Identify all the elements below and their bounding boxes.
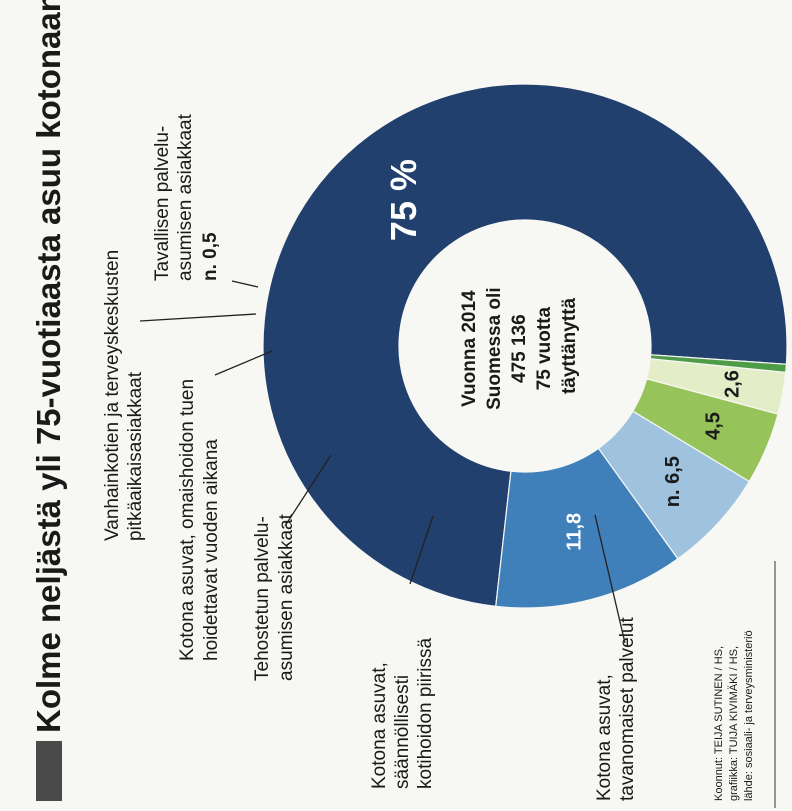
slice-0 <box>262 83 788 608</box>
center-label: Vuonna 2014 Suomessa oli 475 136 75 vuot… <box>459 282 580 410</box>
slice-1 <box>495 447 679 609</box>
label-tehostetun: Tehostetun palvelu- asumisen asiakkaat <box>252 511 297 681</box>
slice-label-0: 75 % <box>383 159 424 241</box>
center-line-2: Suomessa oli <box>484 287 505 410</box>
leader-saannollisesti <box>409 515 434 585</box>
chart-title: Kolme neljästä yli 75-vuotiaasta asuu ko… <box>30 0 67 733</box>
label-tavallisen: Tavallisen palvelu- asumisen asiakkaat n… <box>152 109 221 281</box>
donut-chart: 75 % 11,8 n. 6,5 4,5 2,6 <box>262 83 788 609</box>
label-vanhainkotien: Vanhainkotien ja terveyskeskusten pitkäa… <box>102 245 146 541</box>
slice-label-4: 2,6 <box>722 370 744 398</box>
label-omaishoidon: Kotona asuvat, omaishoidon tuen hoidetta… <box>177 374 222 661</box>
label-saannollisesti: Kotona asuvat, säännöllisesti kotihoidon… <box>369 638 436 789</box>
leader-omaishoidon <box>214 350 273 376</box>
slice-label-2: n. 6,5 <box>662 456 684 507</box>
slice-label-1: 11,8 <box>564 513 586 551</box>
center-line-3: 475 136 <box>509 314 530 383</box>
slice-5 <box>649 354 788 374</box>
leader-tavallisen <box>231 280 259 288</box>
title-accent-bar <box>36 741 62 801</box>
leader-tavanomaiset <box>594 514 626 644</box>
center-line-5: täyttänyttä <box>559 298 580 395</box>
credits: Koonnut: TEIJA SUTINEN / HS, grafiikka: … <box>713 630 755 801</box>
center-line-4: 75 vuotta <box>534 307 555 391</box>
center-line-1: Vuonna 2014 <box>459 290 480 407</box>
slice-label-3: 4,5 <box>703 412 725 440</box>
leader-vanhainkotien <box>139 313 257 322</box>
leader-tehostetun <box>284 454 332 527</box>
label-tavanomaiset: Kotona asuvat, tavanomaiset palvelut <box>594 617 638 801</box>
